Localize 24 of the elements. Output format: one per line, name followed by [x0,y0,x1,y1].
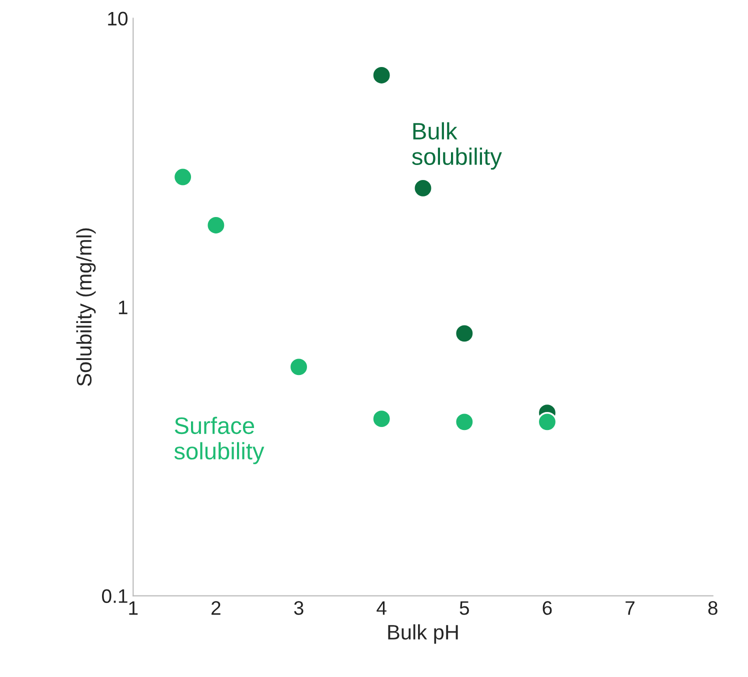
x-tick-label: 5 [460,601,469,615]
x-tick-label: 7 [626,601,634,615]
x-tick-label: 6 [542,601,552,615]
y-axis-title: Solubility (mg/ml) [76,228,96,386]
y-tick-label: 0.1 [102,589,128,603]
point [372,408,392,429]
series-label: Bulk solubility [412,122,502,170]
point [454,324,474,344]
point [206,215,226,236]
x-tick-label: 4 [376,601,386,615]
point [172,167,193,187]
x-tick-label: 1 [129,601,138,615]
y-tick-label: 10 [108,12,128,26]
x-tick-label: 2 [212,601,220,615]
point [537,412,558,432]
x-axis-title: Bulk pH [388,624,458,644]
point [413,178,433,198]
text: Surface solubility [174,416,264,464]
x-tick-label: 3 [294,601,304,615]
point [288,357,309,377]
x-tick-label: 8 [708,601,718,615]
y-tick-label: 1 [118,300,128,314]
point [454,412,474,432]
point [372,65,392,86]
